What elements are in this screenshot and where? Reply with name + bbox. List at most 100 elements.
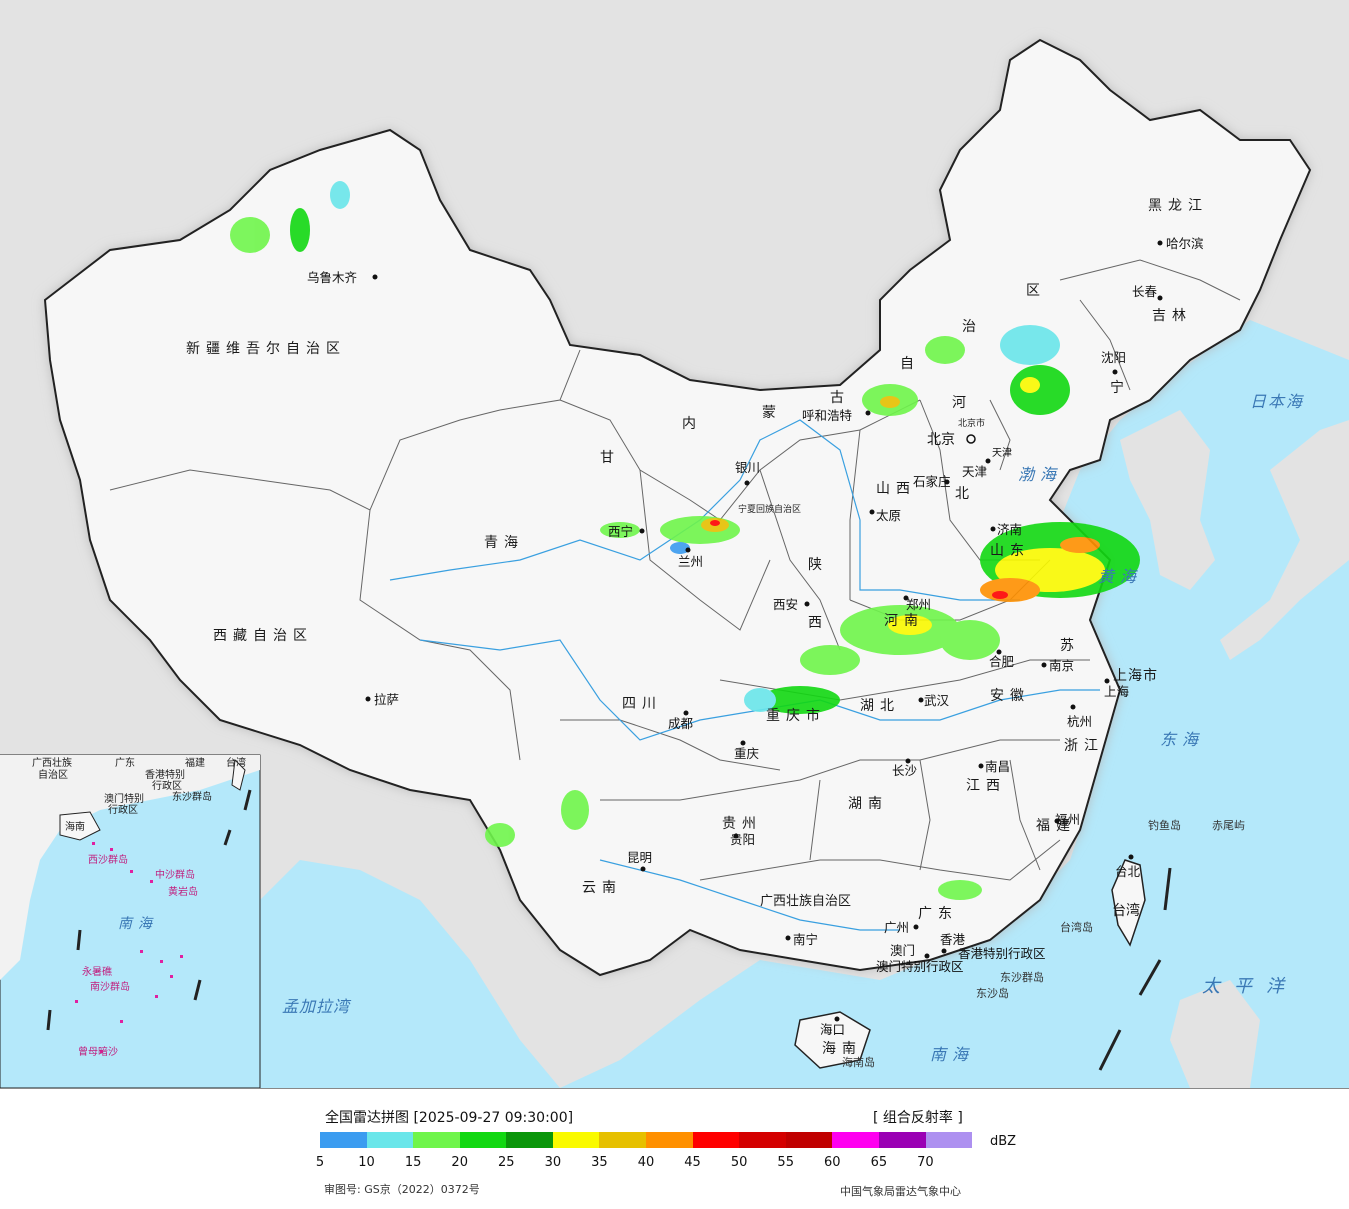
china-radar-map[interactable]: 新疆维吾尔自治区 西藏自治区 青海 甘 内 蒙 古 自 治 区 黑龙江 吉林 宁… <box>0 0 1349 1088</box>
japan-land <box>1220 420 1349 660</box>
sea-taipingyang: 太平洋 <box>1202 976 1298 997</box>
city-guangzhou: 广州 <box>884 920 909 935</box>
city-lhasa: 拉萨 <box>374 692 399 707</box>
inset-zengmu: 曾母暗沙 <box>78 1045 118 1058</box>
label-jiangxi: 江西 <box>966 778 1006 794</box>
island-hainandao: 海南岛 <box>842 1055 875 1069</box>
city-chongqing: 重庆 <box>734 746 760 761</box>
city-dot-haikou <box>834 1016 840 1022</box>
city-dot-kunming <box>640 866 646 872</box>
city-kunming: 昆明 <box>627 850 652 865</box>
city-dot-xian <box>804 601 810 607</box>
island-dongsha-d: 东沙岛 <box>976 986 1009 1000</box>
label-hainan: 海南 <box>822 1041 862 1057</box>
label-jiangsu: 苏 <box>1060 638 1080 654</box>
city-dot-xining <box>639 528 645 534</box>
island-chiwei: 赤尾屿 <box>1212 819 1245 832</box>
label-tianjin-prov: 天津 <box>992 447 1012 459</box>
color-swatch <box>925 1132 973 1148</box>
label-nmg-2: 蒙 <box>762 405 782 421</box>
echo-zone-shandong <box>980 522 1140 602</box>
label-nmg-6: 区 <box>1026 283 1046 299</box>
inset-zhongsha: 中沙群岛 <box>155 868 195 881</box>
label-zhejiang: 浙江 <box>1064 738 1104 754</box>
color-swatch <box>552 1132 600 1148</box>
city-shanghai: 上海 <box>1104 684 1130 699</box>
color-tick-label: 20 <box>451 1155 468 1170</box>
city-dot-taiyuan <box>869 509 875 515</box>
color-swatch <box>739 1132 786 1148</box>
city-dot-urumqi <box>372 274 378 280</box>
label-taiwan: 台湾 <box>1112 902 1140 919</box>
city-dot-guangzhou <box>913 924 919 930</box>
city-changchun: 长春 <box>1132 284 1158 299</box>
color-swatch <box>878 1132 926 1148</box>
city-dot-lanzhou <box>685 547 691 553</box>
sea-ribenhai: 日本海 <box>1250 392 1304 411</box>
color-bar <box>320 1132 973 1148</box>
sea-mengjiala: 孟加拉湾 <box>282 997 352 1016</box>
label-guangxi: 广西壮族自治区 <box>760 893 851 909</box>
product-name: [ 组合反射率 ] <box>873 1110 963 1126</box>
city-harbin: 哈尔滨 <box>1166 236 1204 251</box>
city-hongkong: 香港 <box>940 932 966 947</box>
label-chongqing: 重庆市 <box>766 707 826 724</box>
taiwan-island <box>1111 859 1146 947</box>
city-dot-guiyang <box>733 833 739 839</box>
inset-hk2: 行政区 <box>152 779 182 792</box>
city-labels: 乌鲁木齐 拉萨 西宁 兰州 银川 呼和浩特 北京 天津 石家庄 太原 <box>307 236 1204 1037</box>
inset-guangxi2: 自治区 <box>38 768 68 781</box>
city-macau: 澳门 <box>890 943 915 958</box>
sea-labels: 渤海 黄海 东海 南海 太平洋 日本海 孟加拉湾 <box>282 392 1304 1064</box>
island-diaoyu: 钓鱼岛 <box>1148 818 1181 832</box>
inset-huangyan: 黄岩岛 <box>168 885 198 898</box>
city-dot-zhengzhou <box>903 595 909 601</box>
inset-mac: 澳门特别 <box>104 792 144 805</box>
sea-nanhai: 南海 <box>930 1045 974 1064</box>
city-dot-tianjin <box>985 458 991 464</box>
city-shenyang: 沈阳 <box>1101 350 1126 365</box>
island-labels: 钓鱼岛 赤尾屿 台湾岛 东沙群岛 东沙岛 海南岛 <box>842 818 1245 1069</box>
hainan-island <box>794 1011 871 1069</box>
city-tianjin: 天津 <box>962 464 987 479</box>
inset-guangdong: 广东 <box>115 756 135 769</box>
label-nmg-5: 治 <box>962 319 982 335</box>
color-swatch <box>459 1132 507 1148</box>
color-swatch <box>785 1132 833 1148</box>
label-shandong: 山东 <box>990 543 1030 559</box>
color-tick-label: 45 <box>684 1155 701 1170</box>
city-nanchang: 南昌 <box>985 759 1010 774</box>
color-swatch <box>692 1132 740 1148</box>
label-hebei-2: 北 <box>955 486 975 502</box>
city-dot-changsha <box>905 758 911 764</box>
label-qinghai: 青海 <box>484 535 524 551</box>
city-dot-changchun <box>1157 295 1163 301</box>
city-hohhot: 呼和浩特 <box>802 408 852 423</box>
color-tick-label: 25 <box>498 1155 515 1170</box>
province-labels: 新疆维吾尔自治区 西藏自治区 青海 甘 内 蒙 古 自 治 区 黑龙江 吉林 宁… <box>186 198 1202 1057</box>
label-shanxi: 山西 <box>876 481 916 497</box>
echo-zone-inner-mongolia <box>862 325 1070 416</box>
city-xian: 西安 <box>773 597 798 612</box>
city-jinan: 济南 <box>997 522 1022 537</box>
label-xinjiang: 新疆维吾尔自治区 <box>186 341 346 357</box>
inset-mac2: 行政区 <box>108 803 138 816</box>
label-hebei-1: 河 <box>952 395 972 411</box>
color-bar-ticks: 5 10 15 20 25 30 35 40 45 50 55 60 65 70 <box>316 1155 972 1171</box>
island-dongsha-qd: 东沙群岛 <box>1000 970 1044 984</box>
sea-south-west <box>260 860 560 1088</box>
label-ningxia: 宁夏回族自治区 <box>738 503 801 515</box>
color-swatch <box>506 1132 553 1148</box>
inset-yongshu: 永暑礁 <box>82 965 112 978</box>
sea-donghai: 东海 <box>1160 730 1204 749</box>
city-dot-chengdu <box>683 710 689 716</box>
city-wuhan: 武汉 <box>924 693 950 708</box>
city-dot-hongkong <box>941 948 947 954</box>
data-source: 中国气象局雷达气象中心 <box>840 1185 961 1198</box>
radar-echoes <box>30 181 1140 918</box>
city-shijiazhuang: 石家庄 <box>913 474 951 489</box>
color-swatch <box>646 1132 693 1148</box>
city-dot-wuhan <box>918 697 924 703</box>
sea-huanghai: 黄海 <box>1098 567 1142 586</box>
